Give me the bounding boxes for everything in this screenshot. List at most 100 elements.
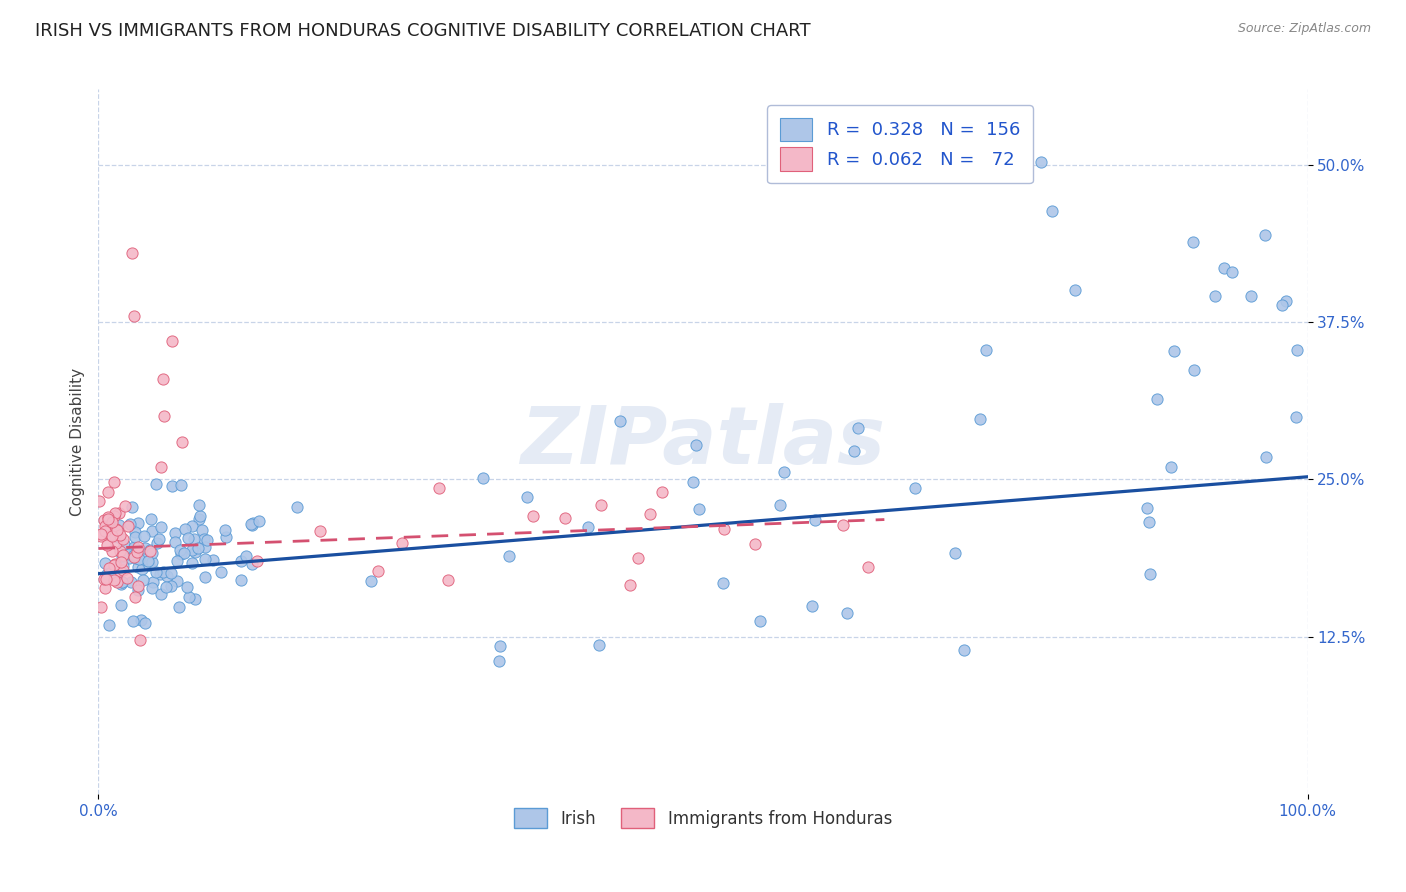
Point [146,536,169,550]
Point [103,573,125,587]
Point [103,475,125,490]
Point [131,551,153,566]
Point [128,547,150,561]
Point [141,555,163,569]
Point [125,551,148,566]
Point [122,614,145,628]
Point [1285,343,1308,357]
Point [191,523,214,537]
Point [711,575,734,590]
Point [516,490,538,504]
Point [134,541,156,556]
Point [118,547,141,561]
Point [127,560,149,574]
Point [640,507,662,521]
Point [163,535,186,549]
Point [749,615,772,629]
Point [145,565,167,579]
Point [129,549,152,563]
Point [367,564,389,578]
Point [744,537,766,551]
Point [121,245,143,260]
Point [98,617,121,632]
Point [247,515,270,529]
Point [111,532,134,546]
Point [111,558,134,573]
Point [832,518,855,533]
Point [134,529,156,543]
Point [124,590,146,604]
Point [141,581,163,595]
Point [96,567,118,582]
Point [110,555,132,569]
Point [943,546,966,560]
Point [94,556,117,570]
Point [127,516,149,530]
Point [166,553,188,567]
Point [682,475,704,490]
Point [132,573,155,587]
Point [166,574,188,588]
Point [1029,155,1052,169]
Point [522,508,544,523]
Point [120,516,142,531]
Text: Source: ZipAtlas.com: Source: ZipAtlas.com [1237,22,1371,36]
Point [588,638,610,652]
Point [174,522,197,536]
Point [591,498,613,512]
Point [128,551,150,566]
Point [122,548,145,562]
Point [188,512,211,526]
Point [835,606,858,620]
Point [107,530,129,544]
Point [122,540,145,554]
Point [96,512,118,526]
Point [127,583,149,598]
Point [127,579,149,593]
Point [427,481,450,495]
Point [105,559,128,574]
Point [112,548,135,562]
Point [488,654,510,668]
Point [231,554,253,568]
Point [94,519,117,533]
Text: ZIPatlas: ZIPatlas [520,402,886,481]
Point [111,574,134,589]
Point [193,532,215,546]
Point [229,574,252,588]
Point [1271,297,1294,311]
Point [101,544,124,558]
Point [904,481,927,495]
Point [187,541,209,555]
Point [309,524,332,539]
Point [125,544,148,558]
Point [472,471,495,485]
Point [242,516,264,530]
Point [772,465,794,479]
Point [193,551,215,566]
Point [129,632,152,647]
Point [160,566,183,580]
Point [105,523,128,537]
Point [94,581,117,595]
Point [188,499,211,513]
Point [1182,362,1205,376]
Point [181,543,204,558]
Point [846,421,869,435]
Point [110,575,132,590]
Point [150,587,173,601]
Point [1212,260,1234,275]
Point [974,343,997,357]
Point [181,519,204,533]
Point [131,613,153,627]
Point [183,532,205,546]
Point [110,549,132,563]
Point [93,572,115,586]
Point [578,519,600,533]
Point [97,484,120,499]
Point [104,529,127,543]
Point [103,558,125,573]
Point [91,527,114,541]
Point [134,615,156,630]
Point [167,600,190,615]
